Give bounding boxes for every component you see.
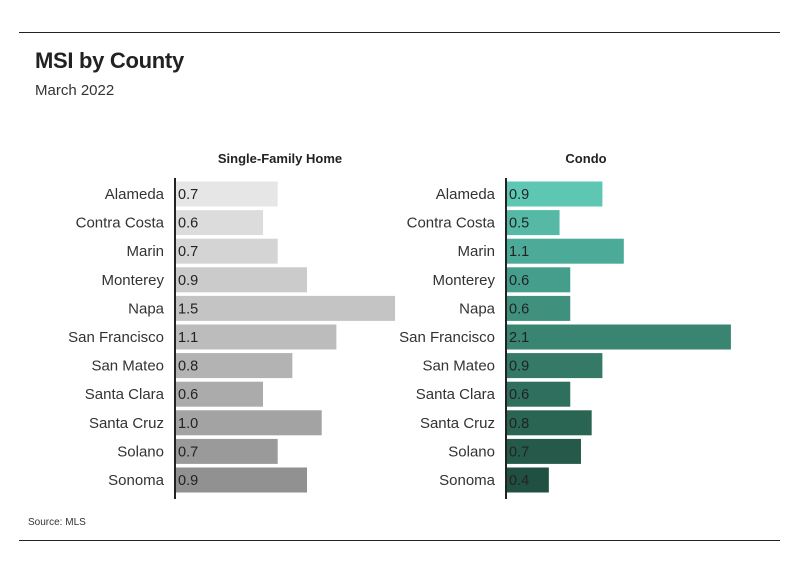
sfh-panel: Single-Family Home Alameda 0.7 Contra Costa… xyxy=(68,151,396,499)
sfh-category-label: Santa Cruz xyxy=(89,415,164,432)
sfh-bar-7 xyxy=(175,353,293,379)
condo-category-label: Sonoma xyxy=(439,472,496,489)
sfh-category-label: Alameda xyxy=(105,186,165,203)
sfh-value-label: 0.7 xyxy=(178,187,198,203)
sfh-bar-4 xyxy=(175,267,308,293)
condo-value-label: 0.6 xyxy=(509,301,529,317)
condo-panel: Condo Alameda 0.9 Contra Costa 0.5 Marin 1.1 Mo… xyxy=(399,151,731,499)
condo-value-label: 0.9 xyxy=(509,187,529,203)
bottom-rule xyxy=(19,540,780,541)
condo-bar-4 xyxy=(506,267,571,293)
sfh-value-label: 1.1 xyxy=(178,330,198,346)
condo-category-label: Contra Costa xyxy=(407,215,496,232)
condo-category-label: Alameda xyxy=(436,186,496,203)
sfh-bar-3 xyxy=(175,238,278,264)
condo-value-label: 0.9 xyxy=(509,359,529,375)
condo-value-label: 0.4 xyxy=(509,473,529,489)
condo-category-label: San Mateo xyxy=(422,358,495,375)
sfh-value-label: 0.7 xyxy=(178,444,198,460)
condo-bar-2 xyxy=(506,210,560,236)
sfh-value-label: 0.8 xyxy=(178,359,198,375)
condo-category-label: Santa Clara xyxy=(416,386,496,403)
sfh-category-label: Monterey xyxy=(101,272,164,289)
source-note: Source: MLS xyxy=(28,517,86,528)
condo-category-label: San Francisco xyxy=(399,329,495,346)
condo-value-label: 0.6 xyxy=(509,387,529,403)
sfh-category-label: Napa xyxy=(128,300,165,317)
condo-bar-1 xyxy=(506,181,603,207)
sfh-value-label: 0.9 xyxy=(178,473,198,489)
condo-panel-title: Condo xyxy=(565,151,606,166)
sfh-value-label: 0.7 xyxy=(178,244,198,260)
sfh-value-label: 0.6 xyxy=(178,387,198,403)
sfh-value-label: 1.5 xyxy=(178,301,198,317)
condo-category-label: Solano xyxy=(448,443,495,460)
chart-title: MSI by County xyxy=(35,48,184,73)
sfh-bar-10 xyxy=(175,438,278,464)
sfh-value-label: 0.9 xyxy=(178,273,198,289)
top-rule xyxy=(19,32,780,33)
sfh-bar-2 xyxy=(175,210,264,236)
condo-bar-3 xyxy=(506,238,624,264)
condo-value-label: 2.1 xyxy=(509,330,529,346)
sfh-category-label: Santa Clara xyxy=(85,386,165,403)
sfh-bar-6 xyxy=(175,324,337,350)
condo-bar-7 xyxy=(506,353,603,379)
sfh-category-label: Solano xyxy=(117,443,164,460)
sfh-category-label: San Francisco xyxy=(68,329,164,346)
condo-bar-10 xyxy=(506,438,581,464)
condo-category-label: Monterey xyxy=(432,272,495,289)
sfh-value-label: 0.6 xyxy=(178,216,198,232)
condo-category-label: Marin xyxy=(457,243,495,260)
condo-bar-8 xyxy=(506,381,571,407)
condo-value-label: 0.6 xyxy=(509,273,529,289)
sfh-category-label: San Mateo xyxy=(91,358,164,375)
sfh-panel-title: Single-Family Home xyxy=(218,151,342,166)
condo-category-label: Napa xyxy=(459,300,496,317)
condo-value-label: 0.7 xyxy=(509,444,529,460)
condo-value-label: 1.1 xyxy=(509,244,529,260)
condo-value-label: 0.8 xyxy=(509,416,529,432)
condo-bar-9 xyxy=(506,410,592,436)
condo-category-label: Santa Cruz xyxy=(420,415,495,432)
sfh-category-label: Contra Costa xyxy=(76,215,165,232)
sfh-bar-1 xyxy=(175,181,278,207)
condo-bar-11 xyxy=(506,467,549,493)
condo-bar-5 xyxy=(506,295,571,321)
sfh-bar-8 xyxy=(175,381,264,407)
chart-subtitle: March 2022 xyxy=(35,82,115,99)
sfh-bar-9 xyxy=(175,410,322,436)
sfh-category-label: Marin xyxy=(126,243,164,260)
condo-bar-6 xyxy=(506,324,731,350)
sfh-category-label: Sonoma xyxy=(108,472,165,489)
sfh-value-label: 1.0 xyxy=(178,416,198,432)
sfh-bar-5 xyxy=(175,295,396,321)
sfh-bar-11 xyxy=(175,467,308,493)
condo-value-label: 0.5 xyxy=(509,216,529,232)
